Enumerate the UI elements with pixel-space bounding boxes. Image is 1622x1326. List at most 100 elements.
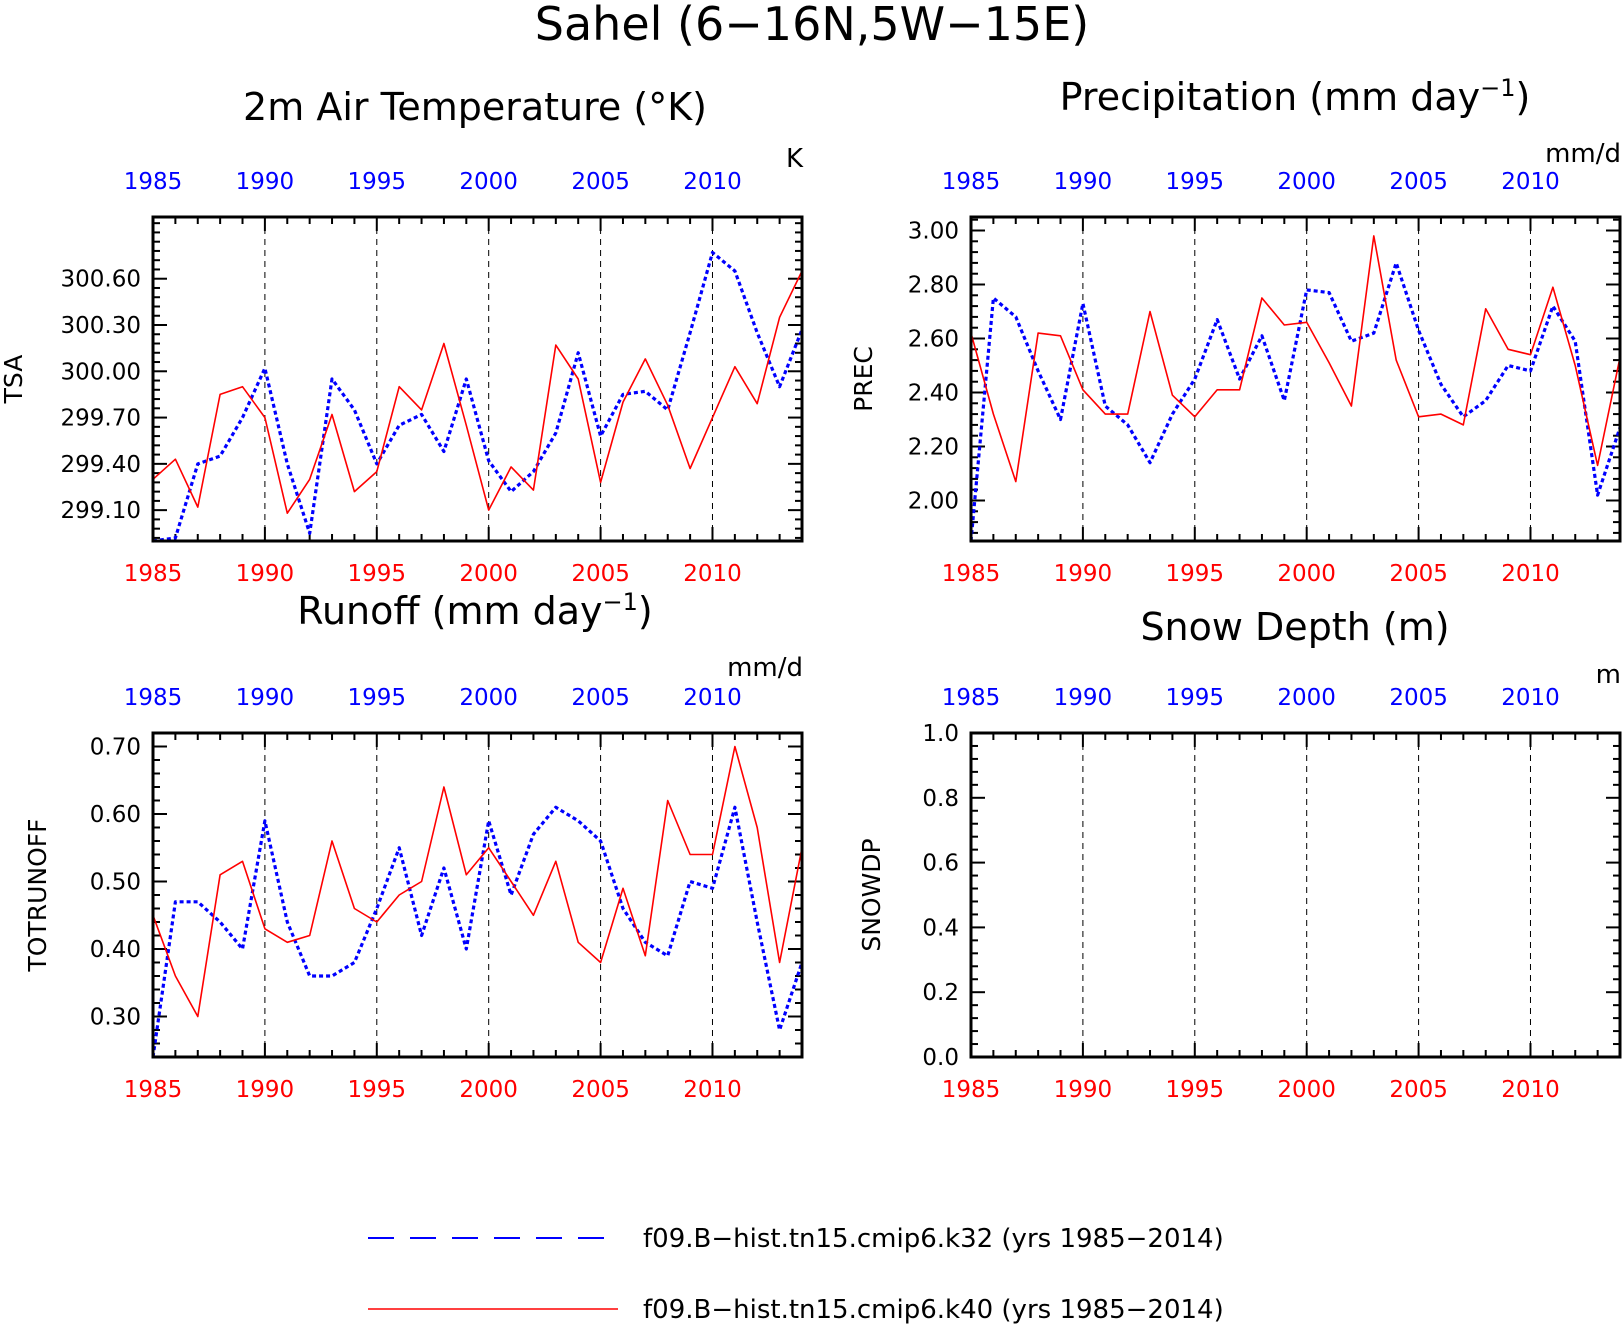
x-tick-label-bottom: 2005 [571, 1077, 630, 1103]
figure-title: Sahel (6−16N,5W−15E) [535, 0, 1089, 51]
panel-unit-label: mm/d [1545, 139, 1621, 169]
x-tick-label-top: 1985 [124, 169, 183, 195]
y-tick-label: 2.00 [908, 489, 959, 515]
y-axis-label: SNOWDP [857, 838, 886, 951]
x-tick-label-bottom: 2005 [1389, 1077, 1448, 1103]
x-tick-label-bottom: 2010 [683, 561, 742, 587]
panel-unit-label: mm/d [727, 653, 803, 683]
y-tick-label: 2.60 [908, 327, 959, 353]
plot-frame [969, 215, 1622, 543]
x-tick-label-top: 2005 [571, 685, 630, 711]
y-tick-label: 300.00 [61, 359, 141, 385]
y-tick-label: 0.70 [90, 735, 141, 761]
y-tick-label: 299.70 [61, 406, 141, 432]
series-line-k40 [152, 745, 803, 1018]
x-tick-label-top: 2000 [459, 169, 518, 195]
x-tick-label-top: 2010 [683, 685, 742, 711]
plot-frame [151, 215, 804, 543]
x-tick-label-top: 1995 [1166, 685, 1225, 711]
series-line-k40 [152, 270, 803, 515]
y-tick-label: 0.4 [922, 915, 959, 941]
plot-frame [969, 731, 1622, 1059]
y-tick-label: 0.60 [90, 802, 141, 828]
y-tick-label: 2.80 [908, 273, 959, 299]
x-tick-label-bottom: 2000 [1277, 1077, 1336, 1103]
x-tick-label-bottom: 1990 [236, 561, 295, 587]
x-tick-label-bottom: 1985 [942, 1077, 1001, 1103]
x-tick-label-top: 1995 [1166, 169, 1225, 195]
x-tick-label-bottom: 2005 [1389, 561, 1448, 587]
x-tick-label-top: 2005 [1389, 169, 1448, 195]
x-tick-label-top: 2010 [1501, 169, 1560, 195]
x-tick-label-top: 1990 [236, 685, 295, 711]
x-tick-label-bottom: 2000 [459, 561, 518, 587]
x-tick-label-bottom: 1995 [348, 561, 407, 587]
panel-title: Runoff (mm day−1) [297, 588, 652, 633]
panel-title: Snow Depth (m) [1140, 605, 1449, 649]
series-line-k32 [152, 250, 804, 543]
x-tick-label-bottom: 1985 [124, 561, 183, 587]
panel-unit-label: K [786, 144, 804, 174]
series-line-k40 [970, 235, 1621, 483]
x-tick-label-bottom: 2000 [1277, 561, 1336, 587]
x-tick-label-top: 2000 [1277, 685, 1336, 711]
y-tick-label: 0.6 [922, 851, 959, 877]
x-tick-label-top: 2000 [1277, 169, 1336, 195]
x-tick-label-top: 1990 [236, 169, 295, 195]
y-tick-label: 1.0 [922, 721, 959, 747]
chart-panel-2: Precipitation (mm day−1) mm/d PREC 2.00 2.20… [849, 74, 1622, 587]
series-line-k32 [969, 261, 1622, 542]
panel-title: 2m Air Temperature (°K) [243, 85, 707, 129]
legend: f09.B−hist.tn15.cmip6.k32 (yrs 1985−2014… [368, 1224, 1224, 1325]
x-tick-label-bottom: 1985 [942, 561, 1001, 587]
y-tick-label: 0.40 [90, 937, 141, 963]
x-tick-label-top: 1995 [348, 169, 407, 195]
chart-panel-1: 2m Air Temperature (°K) K TSA 299.10 299.40 2… [0, 85, 804, 587]
x-tick-label-bottom: 2005 [571, 561, 630, 587]
plot-frame [151, 731, 804, 1059]
x-tick-label-bottom: 1995 [348, 1077, 407, 1103]
x-tick-label-bottom: 2010 [1501, 561, 1560, 587]
panel-title: Precipitation (mm day−1) [1060, 74, 1531, 119]
x-tick-label-bottom: 1985 [124, 1077, 183, 1103]
x-tick-label-bottom: 2010 [683, 1077, 742, 1103]
x-tick-label-top: 1990 [1054, 169, 1113, 195]
chart-panel-4: Snow Depth (m) m SNOWDP 0.0 0.2 0.4 0.6 0.8 1.0 1… [857, 605, 1622, 1103]
x-tick-label-top: 2010 [683, 169, 742, 195]
y-axis-label: TOTRUNOFF [23, 818, 52, 972]
x-tick-label-bottom: 1990 [1054, 1077, 1113, 1103]
y-tick-label: 299.40 [61, 452, 141, 478]
y-axis-label: TSA [0, 355, 28, 405]
x-tick-label-bottom: 2010 [1501, 1077, 1560, 1103]
x-tick-label-top: 1995 [348, 685, 407, 711]
y-tick-label: 299.10 [61, 498, 141, 524]
x-tick-label-top: 2005 [1389, 685, 1448, 711]
y-tick-label: 2.20 [908, 435, 959, 461]
y-tick-label: 0.2 [922, 980, 959, 1006]
x-tick-label-bottom: 1995 [1166, 561, 1225, 587]
x-tick-label-top: 1990 [1054, 685, 1113, 711]
x-tick-label-top: 2000 [459, 685, 518, 711]
y-axis-label: PREC [849, 346, 878, 412]
legend-label-k32: f09.B−hist.tn15.cmip6.k32 (yrs 1985−2014… [643, 1224, 1224, 1254]
panels-group: 2m Air Temperature (°K) K TSA 299.10 299.40 2… [0, 74, 1622, 1103]
series-line-k32 [151, 805, 804, 1058]
x-tick-label-bottom: 1990 [236, 1077, 295, 1103]
x-tick-label-bottom: 1990 [1054, 561, 1113, 587]
y-tick-label: 0.0 [922, 1045, 959, 1071]
y-tick-label: 0.50 [90, 870, 141, 896]
panel-unit-label: m [1596, 660, 1621, 690]
y-tick-label: 0.30 [90, 1005, 141, 1031]
x-tick-label-top: 1985 [942, 169, 1001, 195]
y-tick-label: 0.8 [922, 786, 959, 812]
y-tick-label: 3.00 [908, 219, 959, 245]
x-tick-label-bottom: 1995 [1166, 1077, 1225, 1103]
y-tick-label: 300.30 [61, 313, 141, 339]
y-tick-label: 2.40 [908, 381, 959, 407]
x-tick-label-top: 2005 [571, 169, 630, 195]
x-tick-label-bottom: 2000 [459, 1077, 518, 1103]
chart-panel-3: Runoff (mm day−1) mm/d TOTRUNOFF 0.30 0.40 0.… [23, 588, 804, 1103]
x-tick-label-top: 2010 [1501, 685, 1560, 711]
x-tick-label-top: 1985 [124, 685, 183, 711]
